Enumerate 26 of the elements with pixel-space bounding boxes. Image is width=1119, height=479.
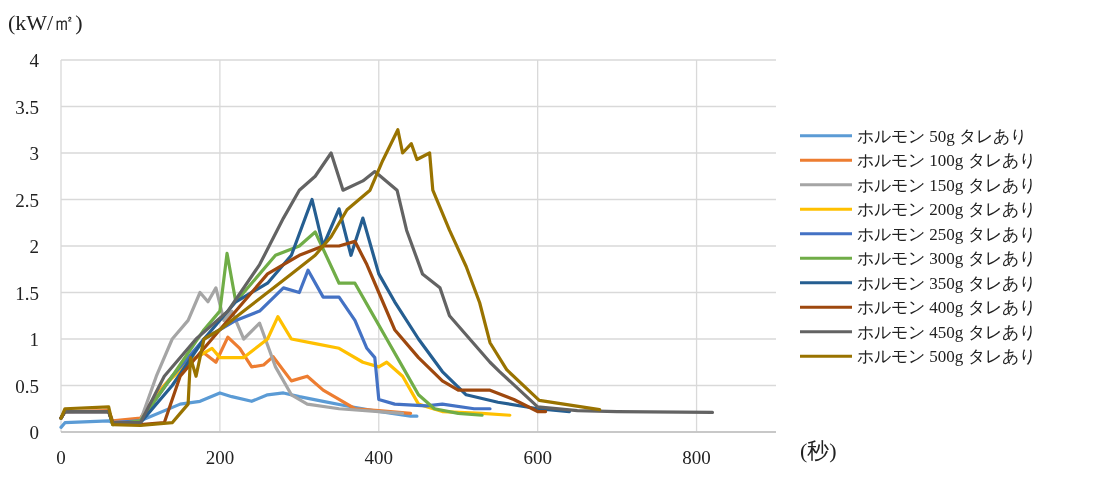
legend-label: ホルモン 350g タレあり	[857, 273, 1036, 293]
y-tick-label: 3	[29, 143, 39, 164]
legend-label: ホルモン 450g タレあり	[857, 322, 1036, 342]
legend-label: ホルモン 100g タレあり	[857, 151, 1036, 171]
y-tick-label: 0	[29, 422, 39, 443]
y-axis-title: (kW/㎡)	[8, 10, 83, 35]
legend-label: ホルモン 300g タレあり	[857, 249, 1036, 269]
y-tick-label: 1	[29, 329, 39, 350]
x-tick-label: 600	[523, 447, 552, 468]
y-tick-label: 0.5	[15, 375, 39, 397]
x-axis-title: (秒)	[800, 438, 837, 463]
y-tick-label: 2	[29, 236, 39, 257]
x-tick-label: 0	[56, 447, 66, 468]
legend-label: ホルモン 50g タレあり	[857, 126, 1027, 146]
y-tick-label: 2.5	[15, 189, 39, 211]
x-tick-label: 200	[205, 447, 235, 468]
x-tick-label: 400	[364, 447, 394, 468]
y-tick-label: 3.5	[15, 96, 39, 118]
x-tick-label: 800	[682, 447, 711, 468]
legend-label: ホルモン 500g タレあり	[857, 347, 1036, 367]
legend-label: ホルモン 150g タレあり	[857, 175, 1036, 195]
legend-label: ホルモン 200g タレあり	[857, 200, 1036, 220]
legend-label: ホルモン 250g タレあり	[857, 224, 1036, 244]
legend-label: ホルモン 400g タレあり	[857, 298, 1036, 318]
y-tick-label: 4	[29, 50, 40, 71]
y-tick-label: 1.5	[15, 282, 39, 304]
